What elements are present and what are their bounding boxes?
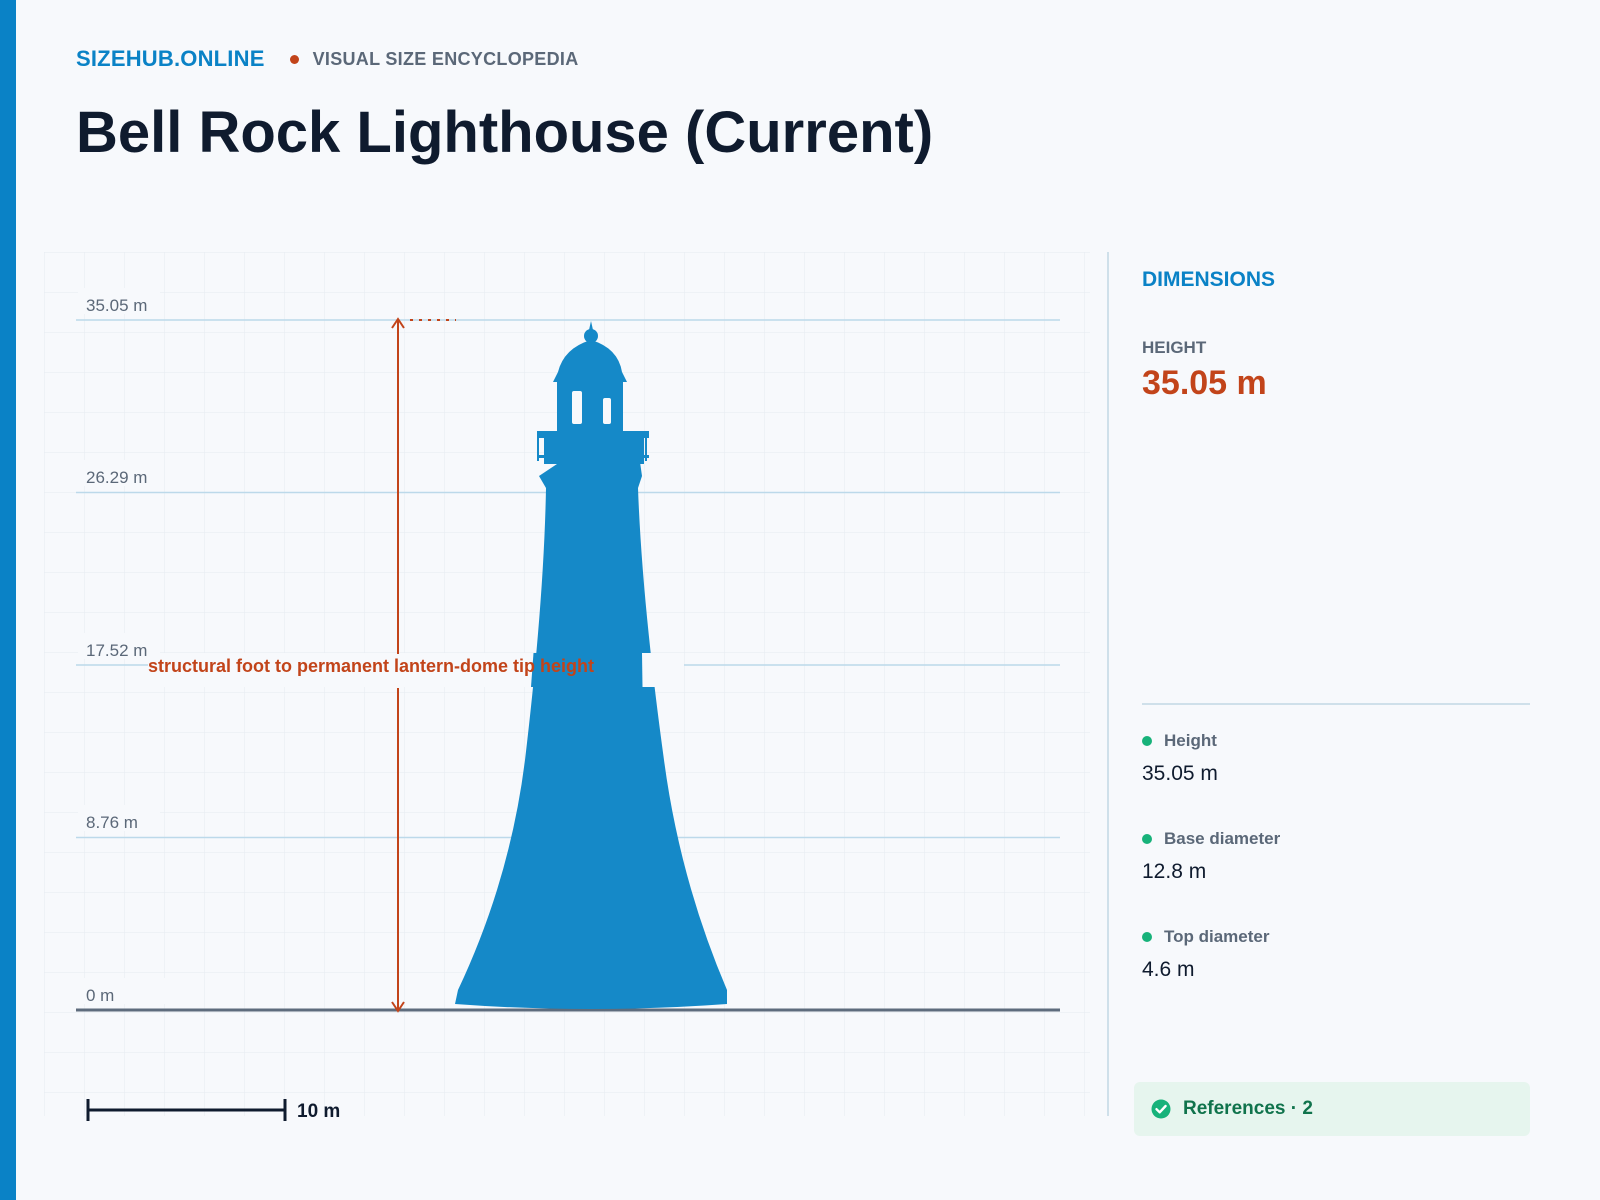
dimension-value: 35.05 m	[1142, 762, 1218, 785]
axis-label-top: 35.05 m	[86, 296, 147, 315]
brand-row: SIZEHUB.ONLINE VISUAL SIZE ENCYCLOPEDIA	[76, 46, 579, 72]
dimension-item-base-diameter: Base diameter 12.8 m	[1142, 829, 1280, 927]
status-dot-icon	[1142, 932, 1152, 942]
dimension-name: Base diameter	[1164, 829, 1281, 848]
brand-link[interactable]: SIZEHUB.ONLINE	[76, 46, 265, 71]
axis-label-ground: 0 m	[86, 986, 114, 1005]
panel-divider	[1142, 703, 1530, 705]
measure-label: structural foot to permanent lantern-dom…	[148, 656, 594, 676]
check-circle-icon	[1151, 1099, 1171, 1119]
dimension-name: Height	[1164, 731, 1217, 750]
height-label: HEIGHT	[1142, 338, 1207, 357]
dimension-value: 4.6 m	[1142, 958, 1195, 981]
references-button[interactable]: References · 2	[1134, 1082, 1530, 1136]
dimension-item-height: Height 35.05 m	[1142, 731, 1280, 829]
dimensions-title: DIMENSIONS	[1142, 268, 1276, 291]
height-measure-line	[391, 317, 456, 1013]
dimension-item-top-diameter: Top diameter 4.6 m	[1142, 927, 1280, 1025]
axis-label-2: 26.29 m	[86, 468, 147, 487]
page-title: Bell Rock Lighthouse (Current)	[76, 100, 934, 165]
tagline: VISUAL SIZE ENCYCLOPEDIA	[312, 48, 579, 69]
lantern-windows	[572, 391, 611, 424]
scale-bar-label: 10 m	[297, 1101, 340, 1122]
references-label: References · 2	[1183, 1098, 1313, 1119]
axis-label-3: 17.52 m	[86, 641, 147, 660]
lighthouse-silhouette-icon	[455, 321, 727, 1009]
dimension-list: Height 35.05 m Base diameter 12.8 m Top …	[1142, 731, 1280, 1025]
dimension-name: Top diameter	[1164, 927, 1270, 946]
separator-dot-icon	[289, 54, 299, 64]
dimension-value: 12.8 m	[1142, 860, 1207, 883]
status-dot-icon	[1142, 834, 1152, 844]
axis-label-4: 8.76 m	[86, 813, 138, 832]
scale-bar	[86, 1099, 287, 1121]
lighthouse-overlap	[531, 653, 643, 687]
size-diagram: 35.05 m 26.29 m 17.52 m 8.76 m 0 m struc…	[44, 252, 1090, 1122]
height-value: 35.05 m	[1142, 364, 1267, 402]
sidebar-divider	[1107, 252, 1109, 1116]
status-dot-icon	[1142, 736, 1152, 746]
accent-bar	[0, 0, 16, 1200]
